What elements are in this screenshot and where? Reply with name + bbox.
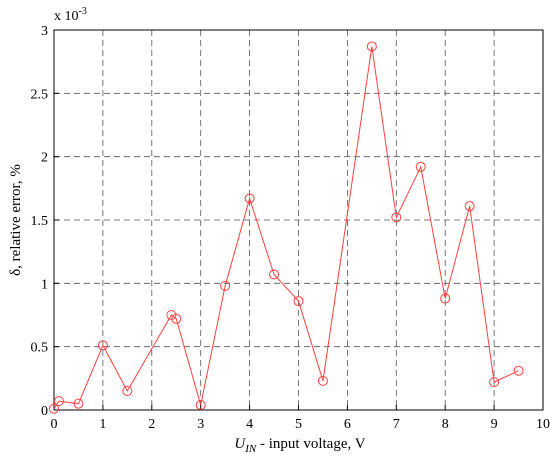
data-point (415, 161, 426, 172)
data-point (391, 212, 402, 223)
x-tick-label: 8 (442, 417, 449, 432)
x-axis-label: UIN - input voltage, V (234, 436, 365, 455)
data-point (366, 41, 377, 52)
data-point (244, 193, 255, 204)
data-point (464, 201, 475, 212)
x-label-sub: IN (244, 443, 257, 455)
data-point (513, 365, 524, 376)
y-exponent-power: -3 (79, 6, 87, 17)
x-tick-label: 3 (197, 417, 204, 432)
data-point (97, 340, 108, 351)
y-tick-label: 0.5 (31, 341, 49, 356)
data-point (122, 386, 133, 396)
plot-frame (53, 29, 544, 411)
x-tick-label: 6 (344, 417, 351, 432)
data-point (489, 377, 500, 388)
data-point (195, 399, 206, 410)
data-line (53, 46, 519, 410)
y-exponent-base: x 10 (54, 9, 79, 24)
y-tick-label: 0 (41, 404, 48, 419)
x-tick-label: 4 (246, 417, 253, 432)
x-tick-label: 0 (51, 417, 58, 432)
y-tick-label: 1 (41, 277, 48, 292)
y-tick-label: 2.5 (31, 87, 49, 102)
data-point (171, 313, 182, 324)
data-point (269, 269, 280, 280)
x-label-main: U (234, 436, 246, 452)
y-exponent: x 10-3 (54, 6, 87, 24)
y-tick-label: 2 (41, 151, 48, 166)
data-point (293, 296, 304, 307)
data-point (220, 280, 231, 291)
y-tick-label: 1.5 (31, 214, 49, 229)
data-point (49, 403, 59, 414)
data-point (440, 293, 451, 304)
y-tick-label: 3 (41, 24, 48, 39)
data-point (53, 396, 64, 407)
x-tick-label: 7 (393, 417, 400, 432)
y-axis-label: δ, relative error, % (8, 164, 24, 276)
data-point (73, 398, 84, 409)
x-label-rest: - input voltage, V (256, 436, 365, 452)
x-tick-label: 10 (536, 417, 550, 432)
x-tick-label: 2 (148, 417, 155, 432)
x-tick-label: 5 (295, 417, 302, 432)
x-tick-label: 1 (99, 417, 106, 432)
x-tick-label: 9 (491, 417, 498, 432)
data-point (317, 375, 328, 386)
